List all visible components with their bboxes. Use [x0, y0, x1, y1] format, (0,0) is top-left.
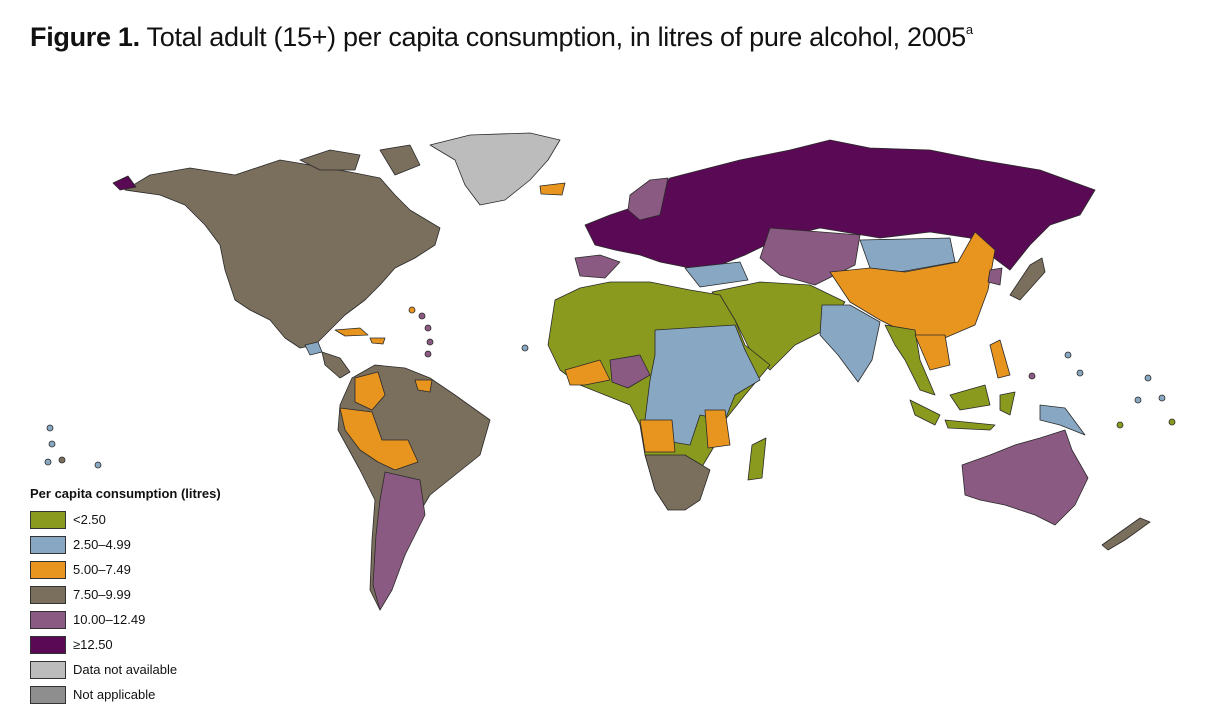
legend-label: Data not available — [73, 662, 178, 677]
legend-label: Not applicable — [73, 687, 156, 702]
legend-item: Not applicable — [30, 682, 221, 707]
region — [829, 231, 996, 341]
legend-swatch — [30, 660, 66, 679]
title: Figure 1. Total adult (15+) per capita c… — [30, 22, 973, 53]
region — [1116, 421, 1124, 429]
region — [1168, 418, 1176, 426]
legend-item: ≥12.50 — [30, 632, 221, 657]
region — [987, 267, 1003, 286]
legend-swatch — [30, 585, 66, 604]
legend-label: <2.50 — [73, 512, 106, 527]
region — [574, 254, 621, 279]
region — [644, 324, 761, 446]
region — [354, 371, 433, 411]
region — [1076, 369, 1084, 377]
region — [46, 424, 54, 432]
region — [627, 177, 669, 221]
region — [334, 327, 386, 345]
region — [58, 456, 66, 464]
region — [124, 159, 441, 349]
region — [408, 306, 416, 314]
title-note: a — [965, 22, 973, 37]
legend-title: Per capita consumption (litres) — [30, 486, 221, 501]
region — [94, 461, 102, 469]
legend-swatch — [30, 635, 66, 654]
title-text: Total adult (15+) per capita consumption… — [146, 22, 967, 52]
region — [1039, 404, 1086, 436]
region — [1158, 394, 1166, 402]
legend-label: ≥12.50 — [73, 637, 113, 652]
region — [914, 334, 951, 371]
region — [1101, 517, 1151, 551]
region — [521, 344, 529, 352]
region — [429, 132, 561, 206]
legend-item: 5.00–7.49 — [30, 557, 221, 582]
region — [584, 139, 1096, 271]
region — [426, 338, 434, 346]
region — [321, 351, 351, 379]
region — [819, 304, 881, 383]
region — [539, 182, 566, 196]
figure-label: Figure 1. — [30, 22, 140, 52]
region — [372, 471, 426, 611]
region — [1028, 372, 1036, 380]
legend-item: Data not available — [30, 657, 221, 682]
region — [418, 312, 426, 320]
region — [644, 454, 711, 511]
region — [859, 237, 956, 273]
legend-label: 2.50–4.99 — [73, 537, 131, 552]
legend-swatch — [30, 685, 66, 704]
region — [1009, 257, 1046, 301]
legend-label: 7.50–9.99 — [73, 587, 131, 602]
region — [609, 354, 651, 389]
legend-swatch — [30, 535, 66, 554]
region — [1064, 351, 1072, 359]
legend-swatch — [30, 610, 66, 629]
legend-label: 5.00–7.49 — [73, 562, 131, 577]
region — [48, 440, 56, 448]
legend-item: 2.50–4.99 — [30, 532, 221, 557]
legend-swatch — [30, 560, 66, 579]
legend-item: 10.00–12.49 — [30, 607, 221, 632]
region — [684, 261, 749, 288]
region — [424, 350, 432, 358]
legend-item: <2.50 — [30, 507, 221, 532]
region — [44, 458, 52, 466]
region — [112, 175, 137, 191]
region — [299, 144, 421, 176]
region — [564, 359, 731, 453]
region — [747, 437, 767, 481]
region — [1134, 396, 1142, 404]
region — [711, 281, 846, 371]
region — [759, 227, 861, 286]
region — [1144, 374, 1152, 382]
region — [961, 429, 1089, 526]
legend-label: 10.00–12.49 — [73, 612, 146, 627]
region — [909, 384, 1016, 431]
region — [424, 324, 432, 332]
region — [989, 339, 1011, 379]
legend: Per capita consumption (litres) <2.50 2.5… — [30, 486, 221, 707]
region — [339, 407, 419, 471]
legend-swatch — [30, 510, 66, 529]
legend-item: 7.50–9.99 — [30, 582, 221, 607]
